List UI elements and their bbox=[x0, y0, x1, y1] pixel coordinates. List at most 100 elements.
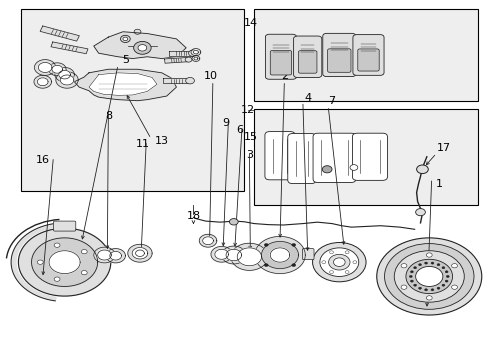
Text: 11: 11 bbox=[135, 139, 149, 149]
Polygon shape bbox=[74, 69, 176, 101]
Polygon shape bbox=[210, 247, 232, 262]
Polygon shape bbox=[164, 58, 188, 63]
Circle shape bbox=[444, 280, 447, 282]
Polygon shape bbox=[192, 56, 200, 62]
Polygon shape bbox=[31, 238, 98, 287]
Polygon shape bbox=[127, 244, 152, 262]
Polygon shape bbox=[60, 75, 74, 85]
Circle shape bbox=[418, 287, 421, 289]
Circle shape bbox=[415, 208, 425, 216]
FancyBboxPatch shape bbox=[352, 35, 383, 75]
Polygon shape bbox=[199, 234, 216, 247]
Text: 4: 4 bbox=[304, 93, 311, 103]
Polygon shape bbox=[56, 72, 78, 88]
FancyBboxPatch shape bbox=[53, 221, 76, 231]
Text: 10: 10 bbox=[203, 71, 217, 81]
FancyBboxPatch shape bbox=[352, 133, 386, 180]
Text: 16: 16 bbox=[36, 156, 50, 165]
Circle shape bbox=[424, 289, 427, 291]
Bar bbox=[254, 9, 477, 102]
Polygon shape bbox=[230, 243, 267, 270]
Polygon shape bbox=[49, 251, 80, 274]
Circle shape bbox=[345, 251, 348, 254]
Polygon shape bbox=[221, 246, 245, 264]
Polygon shape bbox=[270, 248, 289, 262]
Circle shape bbox=[444, 271, 447, 273]
Polygon shape bbox=[191, 49, 201, 56]
Polygon shape bbox=[132, 248, 147, 259]
Circle shape bbox=[37, 260, 43, 264]
Text: 13: 13 bbox=[155, 136, 168, 146]
Circle shape bbox=[120, 35, 130, 42]
Polygon shape bbox=[225, 249, 241, 261]
Polygon shape bbox=[254, 237, 305, 274]
Circle shape bbox=[424, 262, 427, 264]
Circle shape bbox=[413, 284, 416, 286]
Circle shape bbox=[54, 243, 60, 247]
Circle shape bbox=[352, 261, 356, 264]
Polygon shape bbox=[52, 65, 62, 73]
Text: 14: 14 bbox=[244, 18, 258, 28]
Circle shape bbox=[376, 238, 481, 315]
Polygon shape bbox=[194, 57, 198, 60]
Text: 1: 1 bbox=[435, 179, 442, 189]
FancyBboxPatch shape bbox=[270, 50, 291, 75]
Circle shape bbox=[122, 37, 127, 41]
Circle shape bbox=[416, 165, 427, 174]
Text: 6: 6 bbox=[236, 125, 243, 135]
Polygon shape bbox=[19, 228, 111, 296]
Circle shape bbox=[418, 264, 421, 266]
Polygon shape bbox=[261, 242, 298, 269]
Circle shape bbox=[426, 253, 431, 257]
Text: 17: 17 bbox=[436, 143, 450, 153]
Circle shape bbox=[426, 296, 431, 300]
Circle shape bbox=[345, 271, 348, 274]
Circle shape bbox=[322, 166, 331, 173]
FancyBboxPatch shape bbox=[327, 49, 350, 72]
Text: 15: 15 bbox=[244, 132, 258, 142]
Polygon shape bbox=[214, 249, 228, 259]
Circle shape bbox=[405, 259, 452, 294]
Circle shape bbox=[319, 248, 358, 276]
Text: 12: 12 bbox=[241, 105, 255, 115]
Polygon shape bbox=[51, 42, 88, 54]
Text: 7: 7 bbox=[328, 96, 335, 107]
Polygon shape bbox=[94, 247, 115, 263]
Text: 8: 8 bbox=[104, 111, 112, 121]
Circle shape bbox=[349, 165, 357, 170]
Bar bbox=[21, 9, 244, 191]
Polygon shape bbox=[193, 50, 198, 54]
Polygon shape bbox=[203, 237, 213, 245]
Polygon shape bbox=[237, 248, 261, 266]
Circle shape bbox=[400, 264, 406, 268]
Polygon shape bbox=[106, 249, 125, 263]
FancyBboxPatch shape bbox=[322, 33, 355, 77]
Circle shape bbox=[333, 258, 345, 266]
Circle shape bbox=[138, 45, 146, 51]
Circle shape bbox=[134, 29, 141, 34]
Polygon shape bbox=[55, 67, 74, 82]
Circle shape bbox=[451, 285, 456, 289]
Polygon shape bbox=[11, 223, 64, 301]
Circle shape bbox=[451, 264, 456, 268]
Polygon shape bbox=[264, 244, 295, 266]
Text: 18: 18 bbox=[186, 211, 200, 221]
Polygon shape bbox=[40, 26, 79, 41]
Circle shape bbox=[441, 267, 444, 269]
Text: 2: 2 bbox=[280, 71, 287, 81]
FancyBboxPatch shape bbox=[357, 49, 378, 71]
Polygon shape bbox=[34, 60, 56, 75]
Polygon shape bbox=[37, 78, 48, 86]
Circle shape bbox=[133, 41, 151, 54]
Circle shape bbox=[81, 249, 87, 254]
Circle shape bbox=[384, 244, 473, 309]
Polygon shape bbox=[94, 32, 186, 59]
Circle shape bbox=[329, 271, 333, 274]
Circle shape bbox=[328, 254, 349, 270]
Circle shape bbox=[185, 77, 194, 84]
Text: 3: 3 bbox=[245, 150, 252, 160]
Circle shape bbox=[329, 251, 333, 254]
FancyBboxPatch shape bbox=[264, 132, 294, 180]
Circle shape bbox=[436, 287, 439, 289]
Circle shape bbox=[430, 262, 433, 264]
